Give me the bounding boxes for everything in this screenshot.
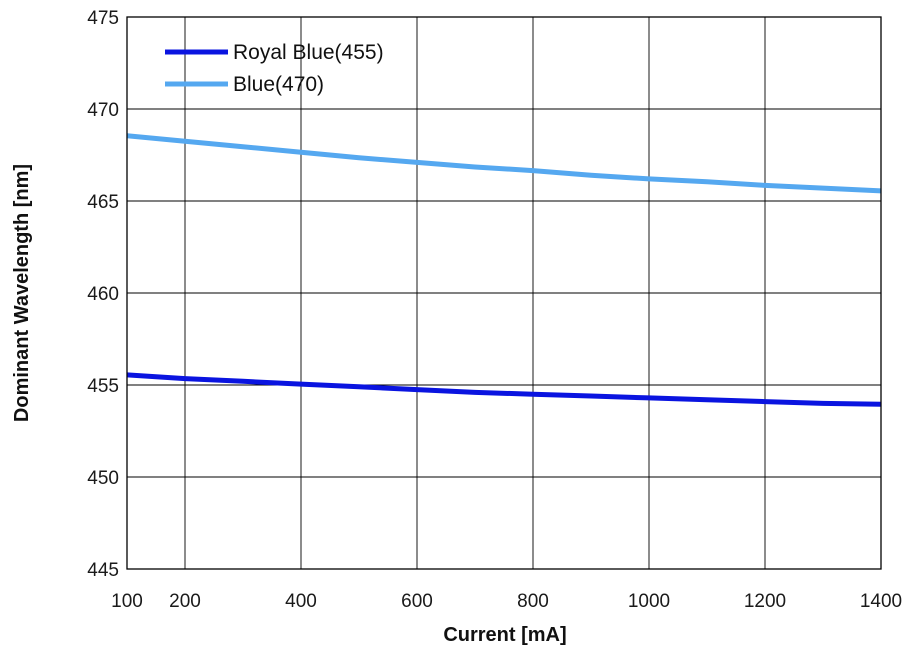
y-axis-title: Dominant Wavelength [nm]: [11, 164, 33, 422]
x-tick-label: 200: [169, 591, 201, 612]
y-tick-label: 450: [87, 468, 119, 489]
x-tick-label: 1000: [628, 591, 670, 612]
grid-lines: [127, 17, 881, 569]
plot-frame: [126, 16, 882, 570]
x-tick-label: 800: [517, 591, 549, 612]
y-tick-label: 445: [87, 560, 119, 581]
legend: Royal Blue(455) Blue(470): [165, 41, 384, 96]
y-tick-label: 470: [87, 100, 119, 121]
x-tick-label: 1200: [744, 591, 786, 612]
y-tick-label: 460: [87, 284, 119, 305]
series-lines: [126, 133, 882, 407]
series-line-blue: [126, 133, 882, 194]
x-tick-label: 100: [111, 591, 143, 612]
y-tick-label: 455: [87, 376, 119, 397]
x-tick-label: 1400: [860, 591, 902, 612]
legend-label: Blue(470): [233, 73, 324, 96]
legend-label: Royal Blue(455): [233, 41, 384, 64]
x-tick-label: 400: [285, 591, 317, 612]
y-tick-label: 465: [87, 192, 119, 213]
x-axis-title: Current [mA]: [443, 624, 566, 646]
y-tick-label: 475: [87, 8, 119, 29]
tick-labels: 100 200 400 600 800 1000 1200 1400 445 450 455 460 4…: [87, 8, 902, 612]
x-tick-label: 600: [401, 591, 433, 612]
series-line-royal-blue: [126, 372, 882, 407]
